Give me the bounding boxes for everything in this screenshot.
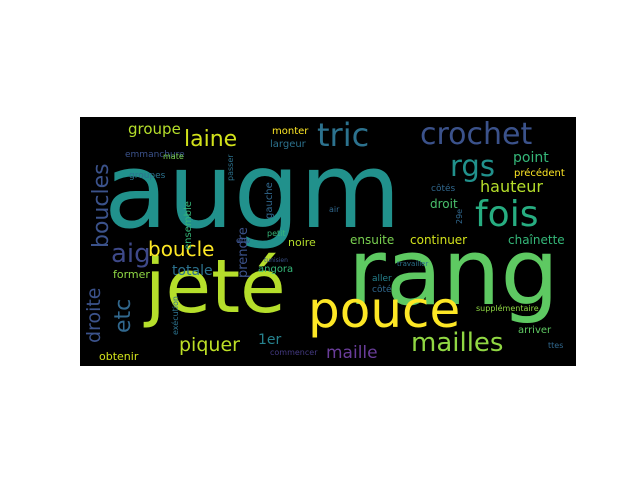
word-boucles: boucles bbox=[89, 163, 114, 248]
word-obtenir: obtenir bbox=[99, 350, 139, 363]
word-cloud-background bbox=[80, 117, 576, 366]
word-precedent: précédent bbox=[514, 167, 565, 179]
word-cote: côté bbox=[372, 284, 392, 295]
word-air: air bbox=[329, 205, 340, 214]
word-piquer: piquer bbox=[179, 334, 240, 356]
word-continuer: continuer bbox=[410, 233, 467, 247]
word-droite: droite bbox=[83, 288, 105, 344]
word-hauteur: hauteur bbox=[480, 177, 543, 196]
word-former: former bbox=[113, 268, 150, 281]
word-monter: monter bbox=[272, 126, 309, 137]
word-chainette: chaînette bbox=[508, 233, 565, 247]
word-aller: aller bbox=[372, 274, 392, 284]
word-arriver: arriver bbox=[518, 325, 552, 336]
word-boucle: boucle bbox=[148, 237, 214, 261]
word-ensemble: ensemble bbox=[183, 201, 194, 250]
word-tric: tric bbox=[317, 116, 369, 154]
word-ensuite: ensuite bbox=[350, 233, 394, 247]
word-point: point bbox=[513, 150, 549, 166]
word-1er: 1er bbox=[258, 332, 282, 348]
word-rgs: rgs bbox=[450, 149, 495, 183]
word-mate: mate bbox=[163, 152, 184, 161]
word-mailles: mailles bbox=[411, 328, 503, 358]
word-aig: aig bbox=[111, 239, 151, 269]
word-fois: fois bbox=[475, 194, 538, 235]
word-execution: exécution bbox=[170, 296, 180, 335]
word-cloud-words: augm rang jeté pouce crochet tric fois r… bbox=[83, 116, 565, 363]
word-totale: totale bbox=[172, 263, 213, 279]
word-droit: droit bbox=[430, 197, 458, 211]
word-jete: jeté bbox=[143, 244, 286, 330]
word-groupes: groupes bbox=[129, 171, 166, 181]
word-ttes: ttes bbox=[548, 341, 563, 350]
word-emmanchure: emmanchure bbox=[125, 150, 185, 160]
word-groupe: groupe bbox=[128, 120, 181, 138]
word-rang: rang bbox=[348, 219, 559, 326]
word-passer: passer bbox=[226, 154, 235, 181]
word-cotes: côtés bbox=[431, 183, 456, 194]
word-augm: augm bbox=[104, 130, 401, 252]
word-largeur: largeur bbox=[270, 139, 307, 150]
word-pouce: pouce bbox=[308, 281, 460, 339]
word-angora: angora bbox=[258, 264, 293, 275]
word-prendre: prendre bbox=[236, 227, 251, 278]
word-supplementaire: supplémentaire bbox=[476, 303, 539, 313]
word-noire: noire bbox=[288, 236, 316, 249]
word-gauche: gauche bbox=[264, 182, 275, 219]
word-tunisien: tunisien bbox=[264, 257, 288, 264]
word-petit: petit bbox=[267, 229, 286, 238]
word-env: env bbox=[236, 236, 251, 245]
word-crochet: crochet bbox=[420, 117, 532, 152]
word-29e: 29e bbox=[455, 209, 464, 224]
word-commencer: commencer bbox=[270, 348, 318, 357]
word-laine: laine bbox=[184, 127, 237, 152]
word-etc: etc bbox=[111, 299, 136, 333]
word-travailler: travailler bbox=[397, 260, 428, 268]
word-maille: maille bbox=[326, 343, 378, 363]
